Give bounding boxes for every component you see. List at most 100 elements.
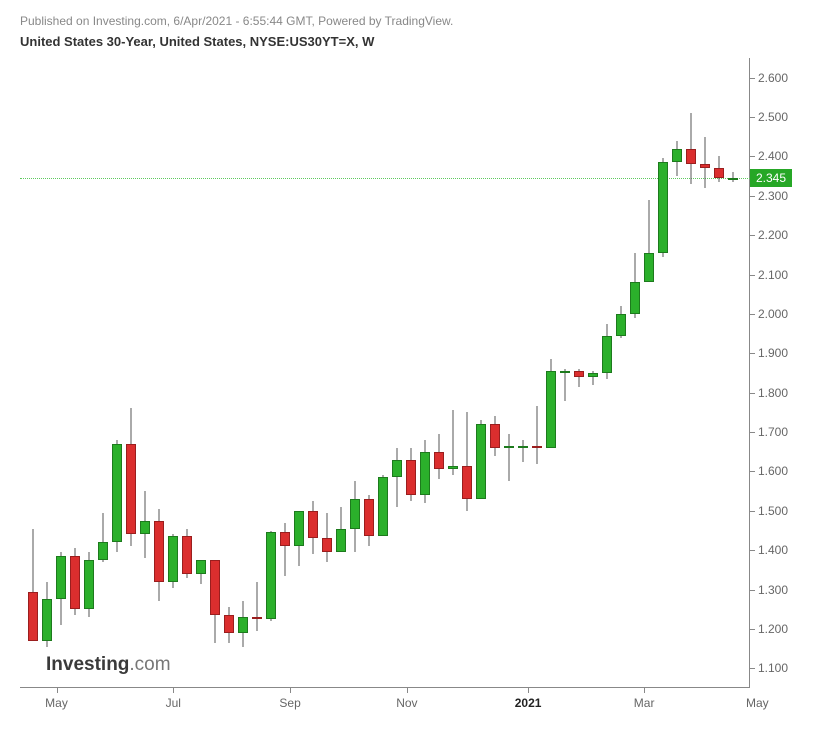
candle[interactable] [168,534,178,587]
y-tick-mark [750,511,755,512]
candle[interactable] [336,507,346,552]
candle[interactable] [322,513,332,562]
x-tick-label: 2021 [515,696,542,710]
candle[interactable] [154,509,164,602]
candle[interactable] [574,369,584,387]
candle-body [42,599,52,640]
x-tick-label: Mar [634,696,655,710]
candle[interactable] [252,582,262,631]
candle[interactable] [686,113,696,184]
x-tick-label: Nov [396,696,417,710]
candle[interactable] [406,448,416,501]
y-tick-label: 1.100 [758,661,788,675]
candle[interactable] [560,369,570,401]
candle-body [294,511,304,546]
candle[interactable] [182,529,192,578]
candle-body [658,162,668,253]
candle-body [490,424,500,448]
candle-body [532,446,542,448]
candle-body [238,617,248,633]
candle[interactable] [728,172,738,182]
candle[interactable] [266,531,276,622]
candle-wick [537,406,538,463]
chart-container[interactable]: 1.1001.2001.3001.4001.5001.6001.7001.800… [20,58,801,716]
candle[interactable] [518,440,528,462]
candle[interactable] [224,607,234,642]
y-tick-label: 2.500 [758,110,788,124]
candle[interactable] [238,601,248,646]
candle[interactable] [588,371,598,385]
y-tick-label: 1.300 [758,583,788,597]
candle[interactable] [672,141,682,176]
candle-body [462,466,472,499]
candle[interactable] [476,420,486,499]
candle-body [672,149,682,163]
candle-body [56,556,66,599]
y-tick-label: 2.600 [758,71,788,85]
candle[interactable] [84,552,94,617]
candle-body [616,314,626,336]
candle[interactable] [490,416,500,455]
candle-body [182,536,192,573]
candle[interactable] [70,548,80,615]
y-tick-mark [750,550,755,551]
candle[interactable] [546,359,556,448]
candle[interactable] [112,440,122,552]
candle-body [602,336,612,373]
candle[interactable] [308,501,318,554]
candle[interactable] [364,495,374,546]
candle[interactable] [714,156,724,182]
candle-body [434,452,444,470]
candle-body [448,466,458,470]
current-price-badge: 2.345 [750,169,792,187]
y-tick-label: 1.200 [758,622,788,636]
candle[interactable] [448,410,458,475]
candle-body [714,168,724,178]
candle-body [70,556,80,609]
candle[interactable] [294,511,304,566]
candle[interactable] [378,475,388,536]
candle[interactable] [56,552,66,625]
x-tick-mark [173,688,174,693]
y-tick-mark [750,629,755,630]
candle-body [98,542,108,560]
candle[interactable] [42,582,52,647]
candle-wick [257,582,258,631]
candle[interactable] [630,253,640,318]
candle-body [378,477,388,536]
candle-body [350,499,360,529]
y-tick-label: 2.100 [758,268,788,282]
candle[interactable] [658,158,668,256]
candle-body [546,371,556,448]
candle[interactable] [280,523,290,576]
candle[interactable] [616,306,626,338]
candle-body [308,511,318,539]
candle-body [168,536,178,581]
candle[interactable] [532,406,542,463]
candle-wick [705,137,706,188]
candle[interactable] [196,560,206,584]
candle-body [686,149,696,165]
x-tick-label: May [746,696,769,710]
candle-body [140,521,150,535]
candle[interactable] [392,448,402,507]
y-tick-mark [750,590,755,591]
candle[interactable] [504,434,514,481]
candle[interactable] [98,513,108,562]
candle[interactable] [602,324,612,379]
x-tick-mark [290,688,291,693]
candle[interactable] [140,491,150,558]
candle-body [476,424,486,499]
candle[interactable] [350,481,360,552]
plot-area[interactable] [20,58,750,688]
candle[interactable] [28,529,38,641]
y-tick-mark [750,275,755,276]
candle[interactable] [700,137,710,188]
candle[interactable] [420,440,430,503]
candle[interactable] [434,434,444,479]
candle[interactable] [210,560,220,643]
y-tick-label: 2.200 [758,228,788,242]
candle[interactable] [126,408,136,546]
candle[interactable] [462,412,472,510]
candle[interactable] [644,200,654,283]
